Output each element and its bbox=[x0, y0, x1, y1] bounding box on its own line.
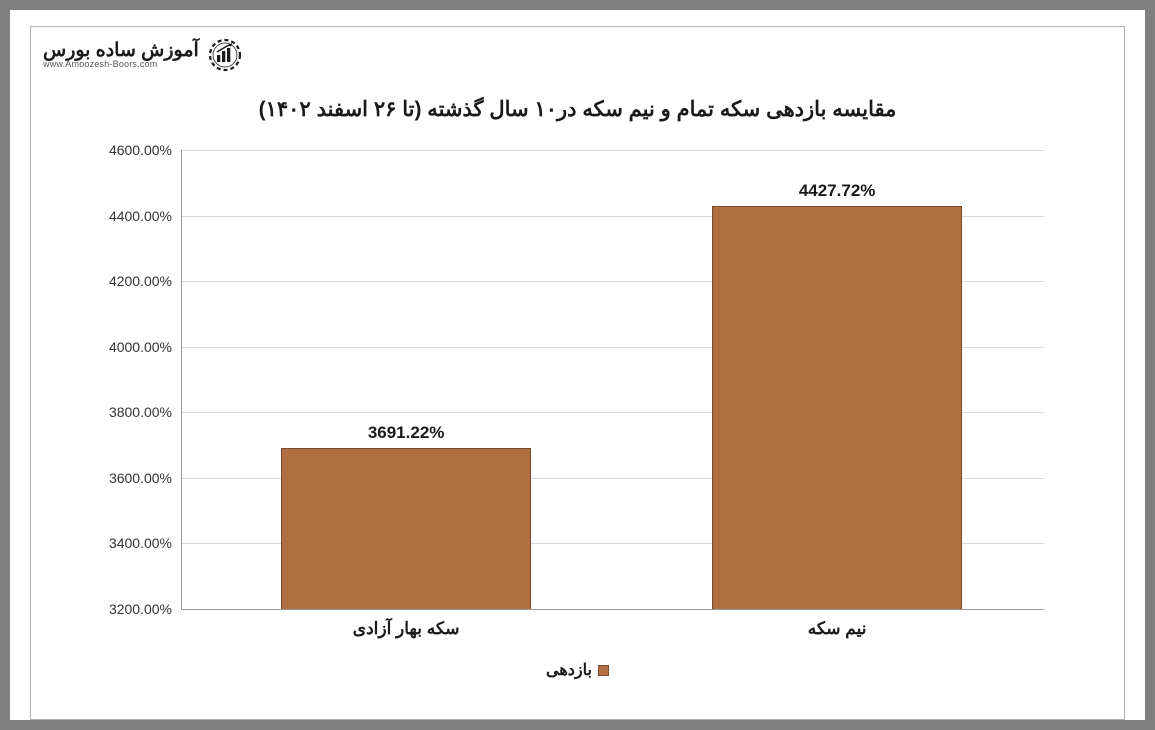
legend-item: بازدهی bbox=[546, 660, 609, 680]
ytick-label: 4400.00% bbox=[87, 208, 172, 224]
bar: 3691.22% bbox=[281, 448, 531, 609]
brand-logo: آموزش ساده بورس www.Amoozesh-Boors.com bbox=[43, 35, 245, 75]
brand-text-block: آموزش ساده بورس www.Amoozesh-Boors.com bbox=[43, 41, 199, 69]
xtick-label: سکه بهار آزادی bbox=[353, 619, 460, 639]
plot-region: 3200.00%3400.00%3600.00%3800.00%4000.00%… bbox=[181, 150, 1044, 610]
legend-label: بازدهی bbox=[546, 660, 592, 680]
ytick-label: 4200.00% bbox=[87, 273, 172, 289]
ytick-label: 4600.00% bbox=[87, 142, 172, 158]
legend: بازدهی bbox=[91, 660, 1064, 681]
bar: 4427.72% bbox=[712, 206, 962, 609]
ytick-label: 3400.00% bbox=[87, 535, 172, 551]
globe-chart-icon bbox=[205, 35, 245, 75]
ytick-label: 3200.00% bbox=[87, 601, 172, 617]
bar-value-label: 4427.72% bbox=[799, 181, 876, 201]
ytick-label: 3800.00% bbox=[87, 404, 172, 420]
ytick-label: 4000.00% bbox=[87, 339, 172, 355]
bar-value-label: 3691.22% bbox=[368, 423, 445, 443]
chart-title: مقایسه بازدهی سکه تمام و نیم سکه در۱۰ سا… bbox=[91, 97, 1064, 122]
legend-swatch bbox=[598, 665, 609, 676]
brand-name: آموزش ساده بورس bbox=[43, 41, 199, 60]
outer-frame: آموزش ساده بورس www.Amoozesh-Boors.com م… bbox=[0, 0, 1155, 730]
chart-area: مقایسه بازدهی سکه تمام و نیم سکه در۱۰ سا… bbox=[91, 97, 1064, 699]
xtick-label: نیم سکه bbox=[808, 619, 867, 639]
gridline bbox=[182, 150, 1044, 151]
chart-panel: آموزش ساده بورس www.Amoozesh-Boors.com م… bbox=[30, 26, 1125, 720]
brand-url: www.Amoozesh-Boors.com bbox=[43, 60, 157, 69]
ytick-label: 3600.00% bbox=[87, 470, 172, 486]
